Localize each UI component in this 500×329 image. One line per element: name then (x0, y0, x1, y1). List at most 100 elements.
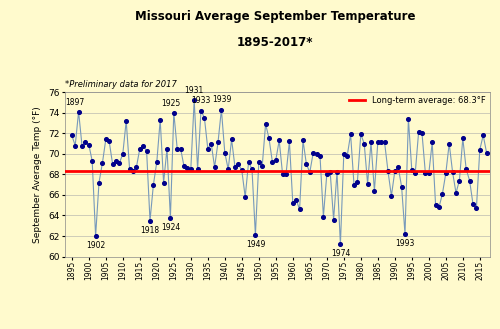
Point (85, 142, 93, 147)
Point (262, 121, 270, 127)
Point (146, 218, 154, 223)
Point (438, 191, 446, 196)
Point (428, 140, 436, 145)
Text: 1902: 1902 (86, 241, 105, 250)
Point (302, 162, 310, 167)
Text: 1918: 1918 (140, 226, 160, 235)
Point (367, 140, 375, 145)
Point (92, 234, 100, 239)
Point (160, 180, 168, 185)
Point (394, 164, 402, 170)
Point (122, 118, 130, 124)
Point (370, 188, 378, 193)
Point (299, 138, 307, 143)
Text: *Preliminary data for 2017: *Preliminary data for 2017 (65, 80, 177, 89)
Point (170, 110, 178, 115)
Text: 1993: 1993 (396, 239, 414, 248)
Point (234, 162, 242, 167)
Text: 1939: 1939 (212, 95, 231, 104)
Point (472, 206, 480, 211)
Point (105, 139, 113, 144)
Point (336, 242, 344, 247)
Point (343, 153, 351, 159)
Point (333, 170, 341, 175)
Point (129, 169, 137, 174)
Point (204, 146, 212, 151)
Point (476, 147, 484, 152)
Point (418, 131, 426, 136)
Point (82, 140, 90, 145)
Point (255, 160, 263, 165)
Point (68, 133, 76, 138)
Point (150, 182, 158, 187)
Point (200, 115, 208, 120)
Point (422, 171, 430, 176)
Point (445, 141, 453, 146)
Text: 1933: 1933 (192, 96, 210, 106)
Point (156, 117, 164, 122)
Point (272, 157, 280, 163)
Point (326, 170, 334, 175)
Point (320, 214, 328, 219)
Point (312, 151, 320, 157)
Point (462, 166, 470, 172)
Point (296, 207, 304, 212)
Point (95, 180, 103, 185)
Point (108, 162, 116, 167)
Point (126, 166, 134, 172)
Point (309, 150, 317, 155)
Point (456, 178, 464, 183)
Point (380, 140, 388, 145)
Point (323, 172, 331, 177)
Point (221, 150, 229, 155)
Point (350, 182, 358, 187)
Text: 1931: 1931 (184, 86, 204, 95)
Point (330, 217, 338, 222)
Point (364, 181, 372, 186)
Point (346, 132, 354, 137)
Point (466, 178, 473, 183)
Point (176, 146, 184, 151)
Text: 1925: 1925 (161, 99, 180, 108)
Text: 1974: 1974 (330, 249, 350, 258)
Point (190, 98, 198, 103)
Point (404, 116, 412, 121)
Point (360, 141, 368, 146)
Point (275, 138, 283, 143)
Point (173, 146, 181, 151)
Y-axis label: September Average Temp (°F): September Average Temp (°F) (34, 106, 42, 243)
Point (469, 202, 477, 207)
Point (187, 166, 195, 172)
Point (286, 139, 294, 144)
Point (136, 146, 144, 151)
Point (166, 215, 174, 220)
Point (153, 160, 161, 165)
Point (425, 171, 433, 176)
Point (210, 164, 218, 170)
Point (184, 165, 192, 171)
Point (411, 171, 419, 176)
Point (238, 167, 246, 173)
Text: 1949: 1949 (246, 240, 265, 249)
Point (384, 169, 392, 174)
Point (180, 164, 188, 169)
Point (377, 140, 385, 145)
Text: Missouri Average September Temperature: Missouri Average September Temperature (135, 10, 415, 23)
Point (258, 164, 266, 169)
Point (78, 143, 86, 148)
Point (452, 190, 460, 195)
Point (401, 231, 409, 237)
Text: 1897: 1897 (66, 97, 85, 107)
Point (102, 137, 110, 142)
Point (74, 109, 82, 114)
Point (112, 158, 120, 164)
Point (265, 136, 273, 141)
Point (139, 143, 147, 148)
Point (414, 130, 422, 135)
Point (388, 193, 396, 199)
Point (278, 172, 286, 177)
Point (354, 179, 362, 184)
Point (340, 151, 348, 157)
Point (482, 150, 490, 155)
Point (231, 164, 239, 170)
